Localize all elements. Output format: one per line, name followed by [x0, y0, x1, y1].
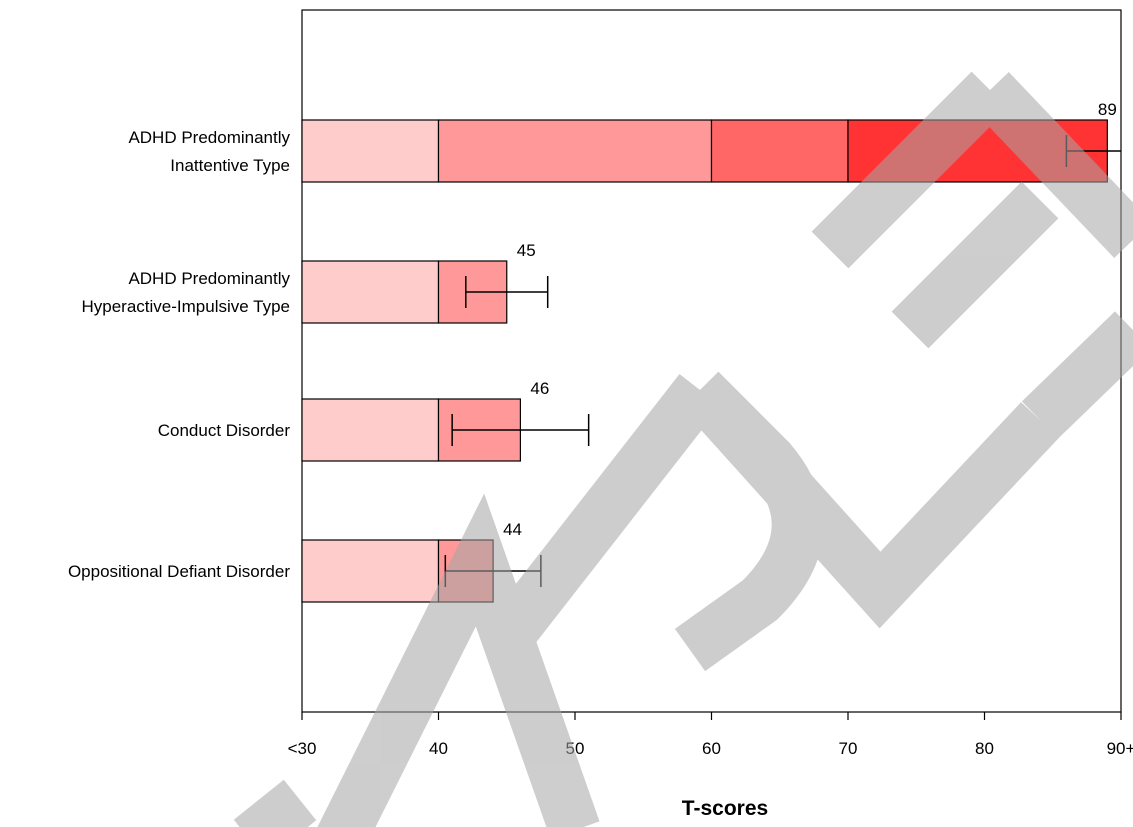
- bar-segment: [301, 539, 440, 603]
- category-label: ADHD Predominantly: [128, 128, 290, 147]
- bar-segment: [301, 260, 440, 324]
- y-axis-labels: ADHD Predominantly Inattentive Type ADHD P…: [68, 128, 291, 581]
- watermark-stroke: [680, 372, 1059, 629]
- sample-watermark: [233, 71, 1133, 827]
- x-tick-label: 70: [839, 739, 858, 758]
- bar-value-label: 89: [1098, 100, 1117, 119]
- bar-segment: [301, 119, 440, 183]
- bar-value-label: 46: [530, 379, 549, 398]
- x-tick-label: 80: [975, 739, 994, 758]
- bar-value-label: 44: [503, 520, 522, 539]
- category-label: Hyperactive-Impulsive Type: [82, 297, 291, 316]
- category-label: Inattentive Type: [170, 156, 290, 175]
- x-axis: <30 40 50 60 70 80 90+: [288, 712, 1133, 758]
- watermark-stroke: [811, 71, 1133, 439]
- watermark-stroke: [233, 779, 317, 827]
- bar-segment: [301, 398, 440, 462]
- value-label-group: 89 45 46 44: [503, 100, 1117, 539]
- bar-group: [301, 119, 1108, 603]
- bar-value-label: 45: [517, 241, 536, 260]
- category-label: Oppositional Defiant Disorder: [68, 562, 290, 581]
- x-tick-label: 40: [429, 739, 448, 758]
- x-tick-label: 60: [702, 739, 721, 758]
- category-label: Conduct Disorder: [158, 421, 291, 440]
- category-label: ADHD Predominantly: [128, 269, 290, 288]
- bar-segment: [710, 119, 849, 183]
- x-axis-title: T-scores: [682, 797, 768, 820]
- watermark-stroke: [317, 493, 600, 827]
- bar-segment: [437, 119, 713, 183]
- x-tick-label: 90+: [1107, 739, 1133, 758]
- x-tick-label: <30: [288, 739, 317, 758]
